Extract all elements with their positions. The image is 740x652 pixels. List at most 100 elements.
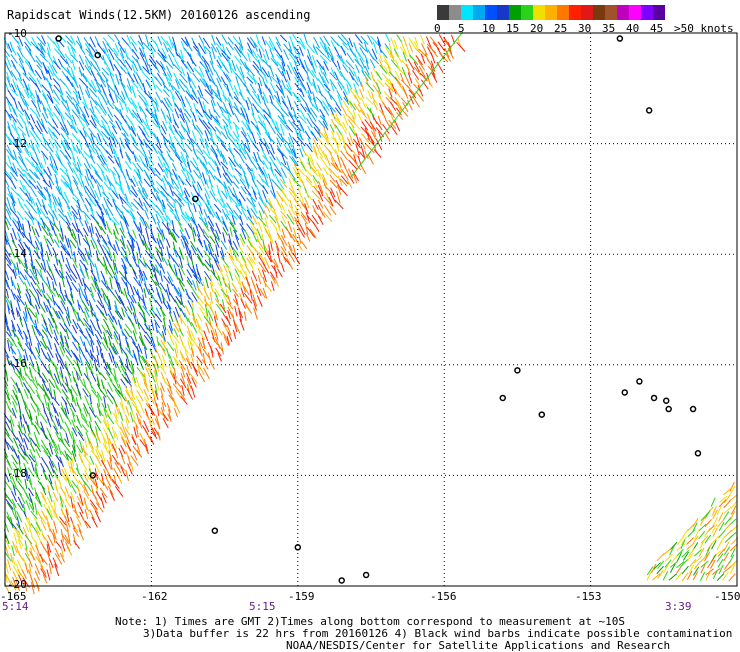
wind-barb [35, 521, 42, 532]
wind-barb [730, 500, 738, 509]
wind-barb [179, 108, 186, 121]
wind-barb [269, 123, 277, 135]
wind-barb [184, 235, 189, 245]
wind-barb [82, 294, 90, 307]
wind-barb [59, 341, 66, 353]
wind-barb [5, 499, 14, 510]
wind-barb [35, 415, 39, 425]
wind-barb [312, 45, 319, 55]
wind-barb [136, 318, 140, 330]
wind-barb [202, 37, 211, 49]
wind-barb [346, 52, 355, 64]
wind-barb [63, 444, 73, 456]
wind-barb [89, 178, 95, 189]
colorbar-swatch [605, 5, 617, 20]
wind-barb [130, 455, 139, 467]
wind-barb [300, 161, 307, 172]
wind-barb [101, 479, 109, 491]
wind-barb [406, 46, 412, 59]
wind-barb [258, 210, 263, 220]
wind-barb [47, 41, 51, 52]
wind-barb [307, 48, 312, 61]
island [55, 35, 62, 42]
wind-barb [53, 160, 59, 171]
wind-barb [252, 190, 258, 200]
wind-barb [160, 382, 165, 393]
wind-barb [256, 238, 264, 250]
wind-barb [156, 238, 161, 249]
wind-barb [72, 144, 79, 154]
wind-barb [177, 198, 185, 207]
wind-barb [70, 233, 78, 243]
wind-barb [43, 319, 49, 330]
wind-barb [196, 46, 202, 57]
wind-barb [47, 534, 54, 547]
wind-barb [297, 71, 305, 82]
wind-barb [143, 276, 147, 287]
wind-barb [160, 387, 164, 397]
wind-barb [29, 268, 37, 280]
wind-barb [35, 403, 41, 413]
wind-barb [307, 125, 314, 136]
wind-barb [214, 126, 222, 135]
wind-barb [94, 496, 100, 506]
wind-barb [247, 52, 251, 63]
wind-barb [114, 289, 121, 301]
wind-barb [700, 560, 709, 568]
wind-barb [139, 418, 143, 429]
wind-barb [280, 85, 285, 96]
wind-barb [88, 442, 95, 453]
wind-barb [5, 432, 14, 443]
wind-barb [114, 204, 123, 214]
wind-barb [352, 173, 358, 184]
wind-barb [689, 559, 697, 568]
wind-barb [281, 154, 287, 166]
wind-barb [712, 509, 718, 519]
wind-barb [687, 529, 696, 538]
wind-barb [113, 331, 119, 341]
wind-barb [106, 130, 114, 141]
wind-barb [214, 329, 219, 341]
wind-barb [235, 204, 243, 215]
wind-barb [11, 280, 17, 290]
wind-barb [28, 493, 33, 503]
wind-barb [364, 119, 373, 130]
wind-barb [123, 264, 128, 275]
wind-barb [216, 101, 224, 114]
wind-barb [129, 36, 137, 46]
wind-barb [11, 319, 17, 332]
wind-barb [155, 173, 163, 182]
wind-barb [681, 572, 689, 582]
wind-barb [46, 228, 53, 237]
wind-barb [84, 220, 90, 233]
wind-barb [4, 235, 8, 245]
wind-barb [221, 208, 228, 220]
wind-barb [376, 36, 382, 47]
wind-barb [209, 292, 213, 304]
wind-barb [34, 502, 38, 516]
wind-barb [173, 286, 180, 297]
wind-barb [174, 306, 180, 318]
wind-barb [311, 82, 318, 93]
wind-barb [299, 193, 305, 203]
wind-barb [53, 41, 60, 50]
wind-barb [24, 301, 30, 314]
wind-barb [36, 288, 43, 297]
wind-barb [353, 103, 361, 113]
wind-barb [294, 172, 303, 183]
wind-barb [57, 208, 66, 218]
colorbar-swatch [521, 5, 533, 20]
wind-barb [239, 269, 246, 280]
wind-barb [203, 288, 210, 301]
wind-barb [263, 210, 269, 219]
wind-barb [65, 397, 72, 408]
wind-barb [10, 83, 16, 93]
wind-barb [185, 40, 193, 52]
wind-barb [46, 101, 52, 112]
wind-barb [81, 461, 88, 471]
wind-barb [79, 46, 86, 55]
wind-barb [64, 515, 71, 528]
wind-barb [348, 125, 356, 136]
lon-label-156: -156 [430, 590, 457, 603]
wind-barb [108, 142, 114, 155]
